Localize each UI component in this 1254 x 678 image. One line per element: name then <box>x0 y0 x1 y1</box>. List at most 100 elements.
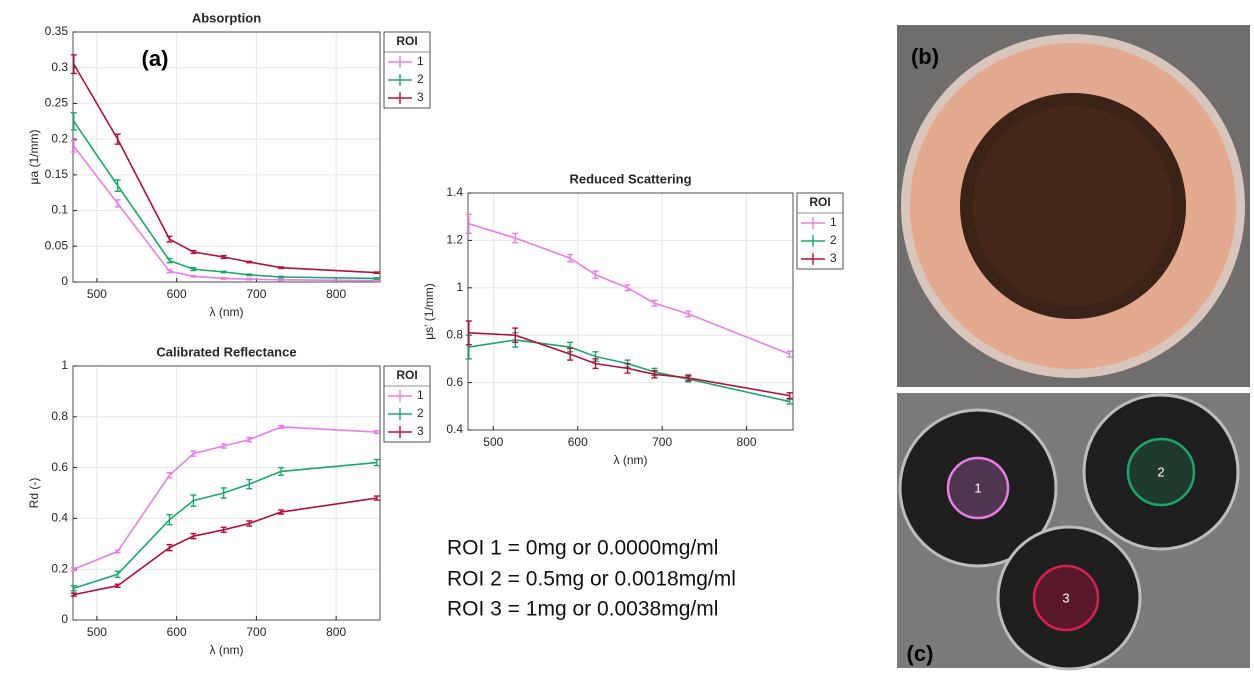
plot-area <box>73 32 380 282</box>
error-bar <box>70 112 77 131</box>
error-bar <box>278 509 285 515</box>
error-bar <box>786 350 793 358</box>
y-tick-label: 0.25 <box>45 96 69 110</box>
legend-label: 2 <box>417 406 424 420</box>
x-tick-label: 700 <box>246 287 266 301</box>
legend-box <box>383 31 431 109</box>
series-line <box>73 145 377 282</box>
y-tick-label: 0.6 <box>51 460 68 474</box>
series-line <box>73 120 377 280</box>
error-bar <box>246 478 253 490</box>
error-bar <box>220 487 227 499</box>
error-bar <box>373 458 380 467</box>
series-line <box>73 497 377 596</box>
panel-label: (a) <box>142 46 169 71</box>
dish <box>1082 393 1240 551</box>
y-axis-label: μa (1/mm) <box>27 130 41 185</box>
y-tick-label: 0.05 <box>45 238 69 252</box>
error-bar <box>190 532 197 540</box>
error-bar <box>786 398 793 405</box>
error-bar <box>190 249 197 255</box>
error-bar <box>70 54 77 75</box>
y-tick-label: 0 <box>61 274 68 288</box>
error-bar <box>166 513 173 526</box>
y-tick-label: 0.8 <box>446 327 463 341</box>
error-bar <box>373 495 380 501</box>
legend-label: 1 <box>417 388 424 402</box>
legend-label: 2 <box>830 233 837 247</box>
error-bar <box>114 549 121 554</box>
error-bar <box>373 271 380 275</box>
dish-stain-core <box>973 106 1173 306</box>
error-bar <box>114 570 121 579</box>
series-line <box>468 223 790 355</box>
roi-note: ROI 2 = 0.5mg or 0.0018mg/ml <box>447 568 736 591</box>
roi-note: ROI 1 = 0mg or 0.0000mg/ml <box>447 537 718 560</box>
y-tick-label: 0.15 <box>45 167 69 181</box>
error-bar <box>624 362 631 374</box>
chart-title: Absorption <box>192 10 261 25</box>
axes-frame <box>72 365 381 621</box>
y-tick-label: 0.35 <box>45 24 69 38</box>
error-bar <box>246 436 253 443</box>
error-bar <box>190 274 197 278</box>
error-bar <box>786 392 793 400</box>
x-axis-label: λ (nm) <box>210 643 244 657</box>
plot-area <box>468 193 793 430</box>
error-bar <box>567 253 574 263</box>
error-bar <box>166 235 173 243</box>
error-bar <box>220 443 227 449</box>
error-bar <box>166 471 173 479</box>
x-tick-label: 500 <box>87 287 107 301</box>
roi-label: 3 <box>1062 590 1069 605</box>
error-bar <box>278 278 285 282</box>
error-bar <box>651 370 658 379</box>
y-axis-label: μs' (1/mm) <box>422 283 436 340</box>
roi-circle <box>1032 564 1100 632</box>
roi-label: 1 <box>974 480 981 495</box>
legend-label: 2 <box>417 72 424 86</box>
error-bar <box>246 273 253 277</box>
error-bar <box>465 320 472 346</box>
error-bar <box>512 232 519 244</box>
error-bar <box>70 567 77 572</box>
legend-title: ROI <box>396 34 417 48</box>
error-bar <box>70 592 77 597</box>
x-axis-label: λ (nm) <box>210 305 244 319</box>
legend-box <box>383 365 431 443</box>
axes-frame <box>72 31 381 283</box>
error-bar <box>278 424 285 430</box>
error-bar <box>114 199 121 208</box>
error-bar <box>685 374 692 382</box>
y-axis-label: Rd (-) <box>27 478 41 509</box>
error-bar <box>373 279 380 282</box>
legend-box <box>796 192 844 270</box>
x-tick-label: 600 <box>167 287 187 301</box>
legend-label: 1 <box>417 54 424 68</box>
error-bar <box>220 526 227 534</box>
error-bar <box>70 139 77 153</box>
axes-frame <box>467 192 794 431</box>
error-bar <box>685 310 692 318</box>
error-bar <box>70 585 77 592</box>
roi-circle <box>1126 437 1196 507</box>
legend-label: 3 <box>417 90 424 104</box>
error-bar <box>512 327 519 344</box>
error-bar <box>373 430 380 435</box>
series-line <box>73 461 377 590</box>
photo-c: 1 2 3 <box>897 393 1250 671</box>
y-tick-label: 0.3 <box>51 60 68 74</box>
y-tick-label: 0.8 <box>51 409 68 423</box>
error-bar <box>246 520 253 527</box>
panel-label: (b) <box>911 44 939 69</box>
error-bar <box>592 358 599 370</box>
error-bar <box>465 213 472 234</box>
error-bar <box>220 277 227 280</box>
dish <box>898 408 1058 568</box>
x-tick-label: 500 <box>483 435 503 449</box>
legend-label: 1 <box>830 215 837 229</box>
error-bar <box>190 267 197 272</box>
error-bar <box>373 277 380 280</box>
series-line <box>73 63 377 274</box>
